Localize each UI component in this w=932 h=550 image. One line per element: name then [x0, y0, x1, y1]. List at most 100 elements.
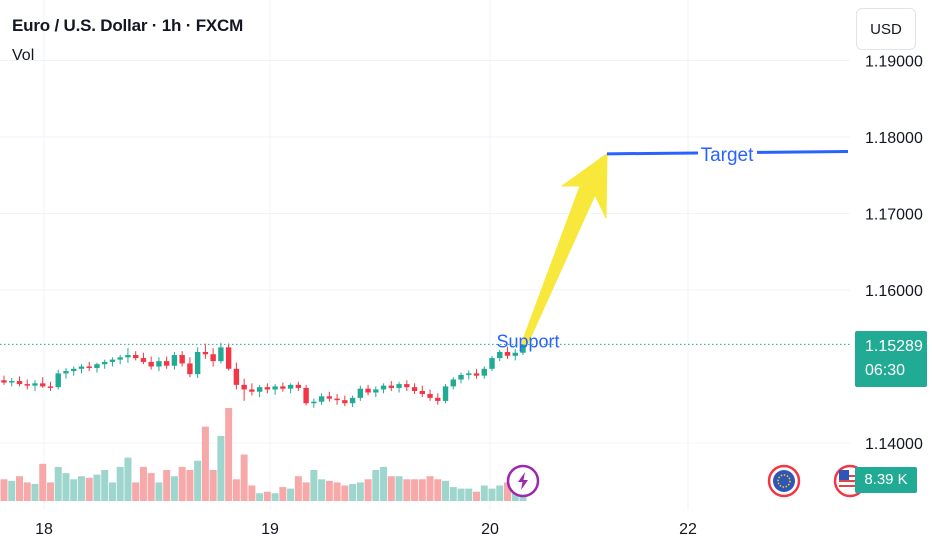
candle-body	[435, 397, 441, 401]
volume-bar	[380, 466, 388, 501]
candle-body	[481, 368, 487, 376]
candle-body	[504, 351, 511, 356]
volume-bar	[294, 476, 302, 501]
annotations[interactable]: Target Support	[0, 145, 850, 351]
volume-bar	[465, 488, 473, 501]
volume-bar	[341, 485, 349, 501]
volume-bar	[108, 482, 116, 501]
volume-bar	[186, 470, 194, 501]
candle-body	[365, 388, 371, 393]
volume-bar	[372, 470, 380, 501]
candle-body	[318, 396, 325, 402]
candle-body	[280, 386, 286, 389]
candle-body	[109, 359, 116, 362]
volume-bar	[163, 470, 171, 501]
volume-legend[interactable]: Vol	[12, 47, 35, 64]
volume-bar	[31, 483, 39, 501]
x-tick-label: 22	[679, 521, 697, 538]
candle-body	[194, 351, 201, 375]
volume-bar	[23, 482, 31, 501]
candle-body	[396, 384, 402, 388]
volume-bar	[364, 479, 372, 501]
candle-body	[295, 384, 302, 388]
candle-body	[9, 381, 15, 383]
volume-bar	[302, 482, 310, 501]
last-volume-tag: 8.39 K	[855, 467, 917, 493]
candle-body	[388, 385, 395, 388]
candle-body	[86, 366, 92, 369]
candle-body	[466, 373, 472, 375]
y-tick-label: 1.19000	[865, 54, 923, 71]
volume-bar	[77, 476, 85, 501]
last-price-tag: 1.15289 06:30	[855, 331, 927, 387]
volume-bar	[101, 470, 109, 501]
volume-bar	[93, 474, 101, 501]
candles	[1, 342, 526, 408]
volume-bar	[116, 466, 124, 501]
lightning-icon[interactable]	[506, 464, 540, 498]
candle-body	[427, 394, 433, 398]
candle-body	[404, 384, 410, 388]
volume-bar	[333, 482, 341, 501]
volume-bar	[217, 435, 225, 501]
candle-body	[202, 351, 209, 355]
candle-body	[225, 347, 232, 369]
symbol-title[interactable]: Euro / U.S. Dollar · 1h · FXCM	[12, 16, 244, 35]
candle-body	[40, 383, 46, 387]
candle-body	[210, 354, 216, 362]
volume-bar	[201, 426, 209, 501]
candle-body	[132, 355, 139, 359]
candle-body	[47, 386, 54, 388]
candle-body	[117, 357, 123, 360]
candle-body	[272, 386, 278, 390]
bar-countdown: 06:30	[865, 362, 906, 379]
candle-body	[187, 363, 193, 375]
candle-body	[32, 383, 38, 386]
event-icons[interactable]	[506, 464, 867, 498]
volume-bar	[279, 487, 287, 501]
volume-bar	[46, 482, 54, 501]
candle-body	[171, 355, 178, 366]
support-label: Support	[496, 331, 559, 351]
volume-bar	[426, 476, 434, 501]
currency-button[interactable]: USD	[856, 8, 916, 50]
candle-body	[163, 361, 170, 366]
candle-body	[78, 366, 85, 369]
volume-bar	[209, 470, 217, 501]
volume-bar	[178, 466, 186, 501]
volume-bar	[318, 479, 326, 501]
volume-bar	[15, 476, 23, 501]
volume-bar	[442, 480, 450, 501]
volume-bar	[85, 477, 93, 501]
volume-bar	[124, 457, 132, 501]
volume-bar	[473, 491, 481, 501]
candle-body	[442, 386, 449, 401]
volume-bar	[8, 480, 16, 501]
volume-bar	[310, 470, 318, 501]
volume-bar	[325, 480, 333, 501]
candle-body	[63, 371, 69, 374]
axes: 1.19000 1.18000 1.17000 1.16000 1.14000 18 19 2…	[35, 54, 923, 539]
eu-flag-icon[interactable]	[767, 464, 801, 498]
candle-body	[334, 398, 340, 401]
candle-body	[148, 361, 154, 367]
candle-body	[264, 387, 271, 390]
volume-bar	[457, 488, 465, 501]
volume-bar	[449, 487, 457, 501]
volume-bar	[434, 479, 442, 501]
x-tick-label: 20	[481, 521, 499, 538]
candle-body	[16, 381, 23, 385]
volume-bar	[263, 491, 271, 501]
candle-body	[357, 388, 364, 398]
candle-body	[156, 361, 162, 367]
volume-bar	[147, 473, 155, 501]
candle-body	[458, 374, 464, 380]
volume-bar	[349, 483, 357, 501]
volume-bar	[403, 479, 411, 501]
target-line	[756, 150, 849, 154]
volume-bar	[70, 479, 78, 501]
volume-bar	[62, 473, 70, 501]
y-tick-label: 1.17000	[865, 207, 923, 224]
